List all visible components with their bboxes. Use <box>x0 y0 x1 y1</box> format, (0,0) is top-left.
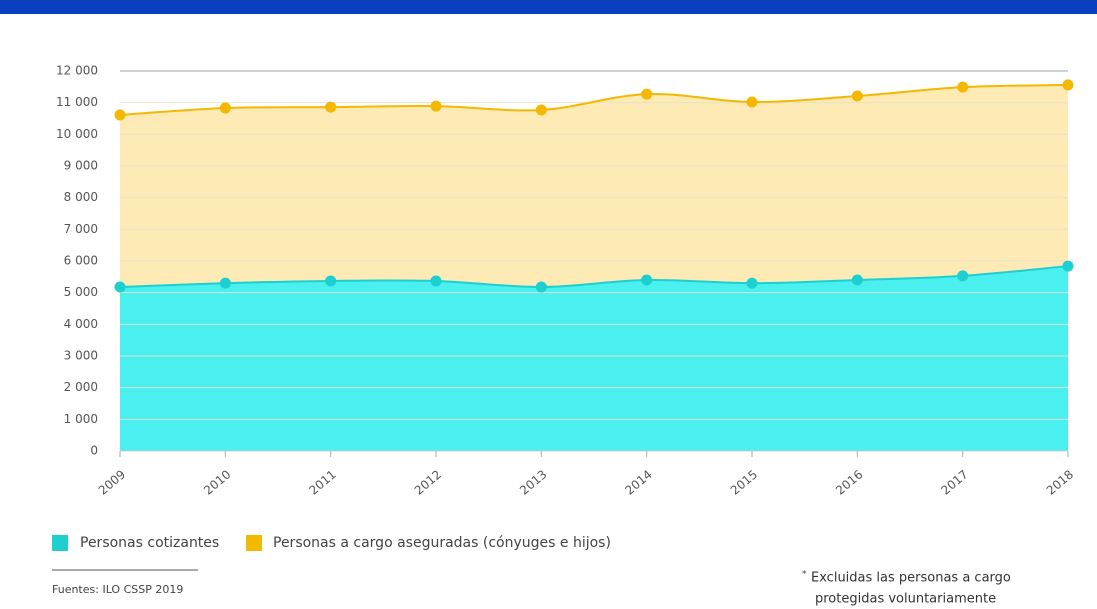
line <box>119 265 1069 288</box>
point <box>851 90 863 102</box>
point <box>641 88 653 100</box>
x-tick-label: 2013 <box>517 467 549 497</box>
legend-label: Personas cotizantes <box>80 535 219 551</box>
point <box>851 274 863 286</box>
point <box>325 101 337 113</box>
y-tick-label: 6 000 <box>64 254 98 268</box>
x-tick-label: 2014 <box>622 467 654 497</box>
area <box>120 84 1068 287</box>
x-tick-label: 2017 <box>938 467 970 497</box>
y-tick-label: 9 000 <box>64 159 98 173</box>
y-tick-label: 2 000 <box>64 380 98 394</box>
line <box>119 83 1069 117</box>
point <box>219 102 231 114</box>
point <box>957 81 969 93</box>
legend-label: Personas a cargo aseguradas (cónyuges e … <box>273 535 611 551</box>
legend-swatch <box>246 535 262 551</box>
y-tick-label: 10 000 <box>56 127 98 141</box>
y-tick-label: 7 000 <box>64 222 98 236</box>
x-tick-label: 2018 <box>1044 467 1076 497</box>
note: Excluidas las personas a cargo <box>811 571 1011 586</box>
source: Fuentes: ILO CSSP 2019 <box>52 583 183 596</box>
point <box>325 275 337 287</box>
x-tick-label: 2010 <box>201 467 233 497</box>
y-tick-label: 12 000 <box>56 64 98 78</box>
note-mark: * <box>802 570 807 580</box>
x-tick-label: 2009 <box>96 467 128 497</box>
point <box>114 109 126 121</box>
y-tick-label: 5 000 <box>64 285 98 299</box>
y-tick-label: 1 000 <box>64 412 98 426</box>
x-tick-label: 2015 <box>728 467 760 497</box>
legend-swatch <box>52 535 68 551</box>
y-tick-label: 0 <box>90 444 98 458</box>
header-bar <box>0 0 1097 14</box>
x-tick-label: 2011 <box>306 467 338 497</box>
point <box>430 100 442 112</box>
note: protegidas voluntariamente <box>815 592 996 607</box>
point <box>641 274 653 286</box>
point <box>1062 79 1074 91</box>
y-tick-label: 8 000 <box>64 190 98 204</box>
point <box>957 270 969 282</box>
y-tick-label: 4 000 <box>64 317 98 331</box>
x-tick-label: 2016 <box>833 467 865 497</box>
point <box>430 275 442 287</box>
x-tick-label: 2012 <box>412 467 444 497</box>
area <box>120 266 1068 451</box>
point <box>535 104 547 116</box>
point <box>746 277 758 289</box>
point <box>1062 260 1074 272</box>
point <box>746 96 758 108</box>
y-tick-label: 11 000 <box>56 95 98 109</box>
point <box>114 281 126 293</box>
y-tick-label: 3 000 <box>64 349 98 363</box>
point <box>219 277 231 289</box>
point <box>535 281 547 293</box>
